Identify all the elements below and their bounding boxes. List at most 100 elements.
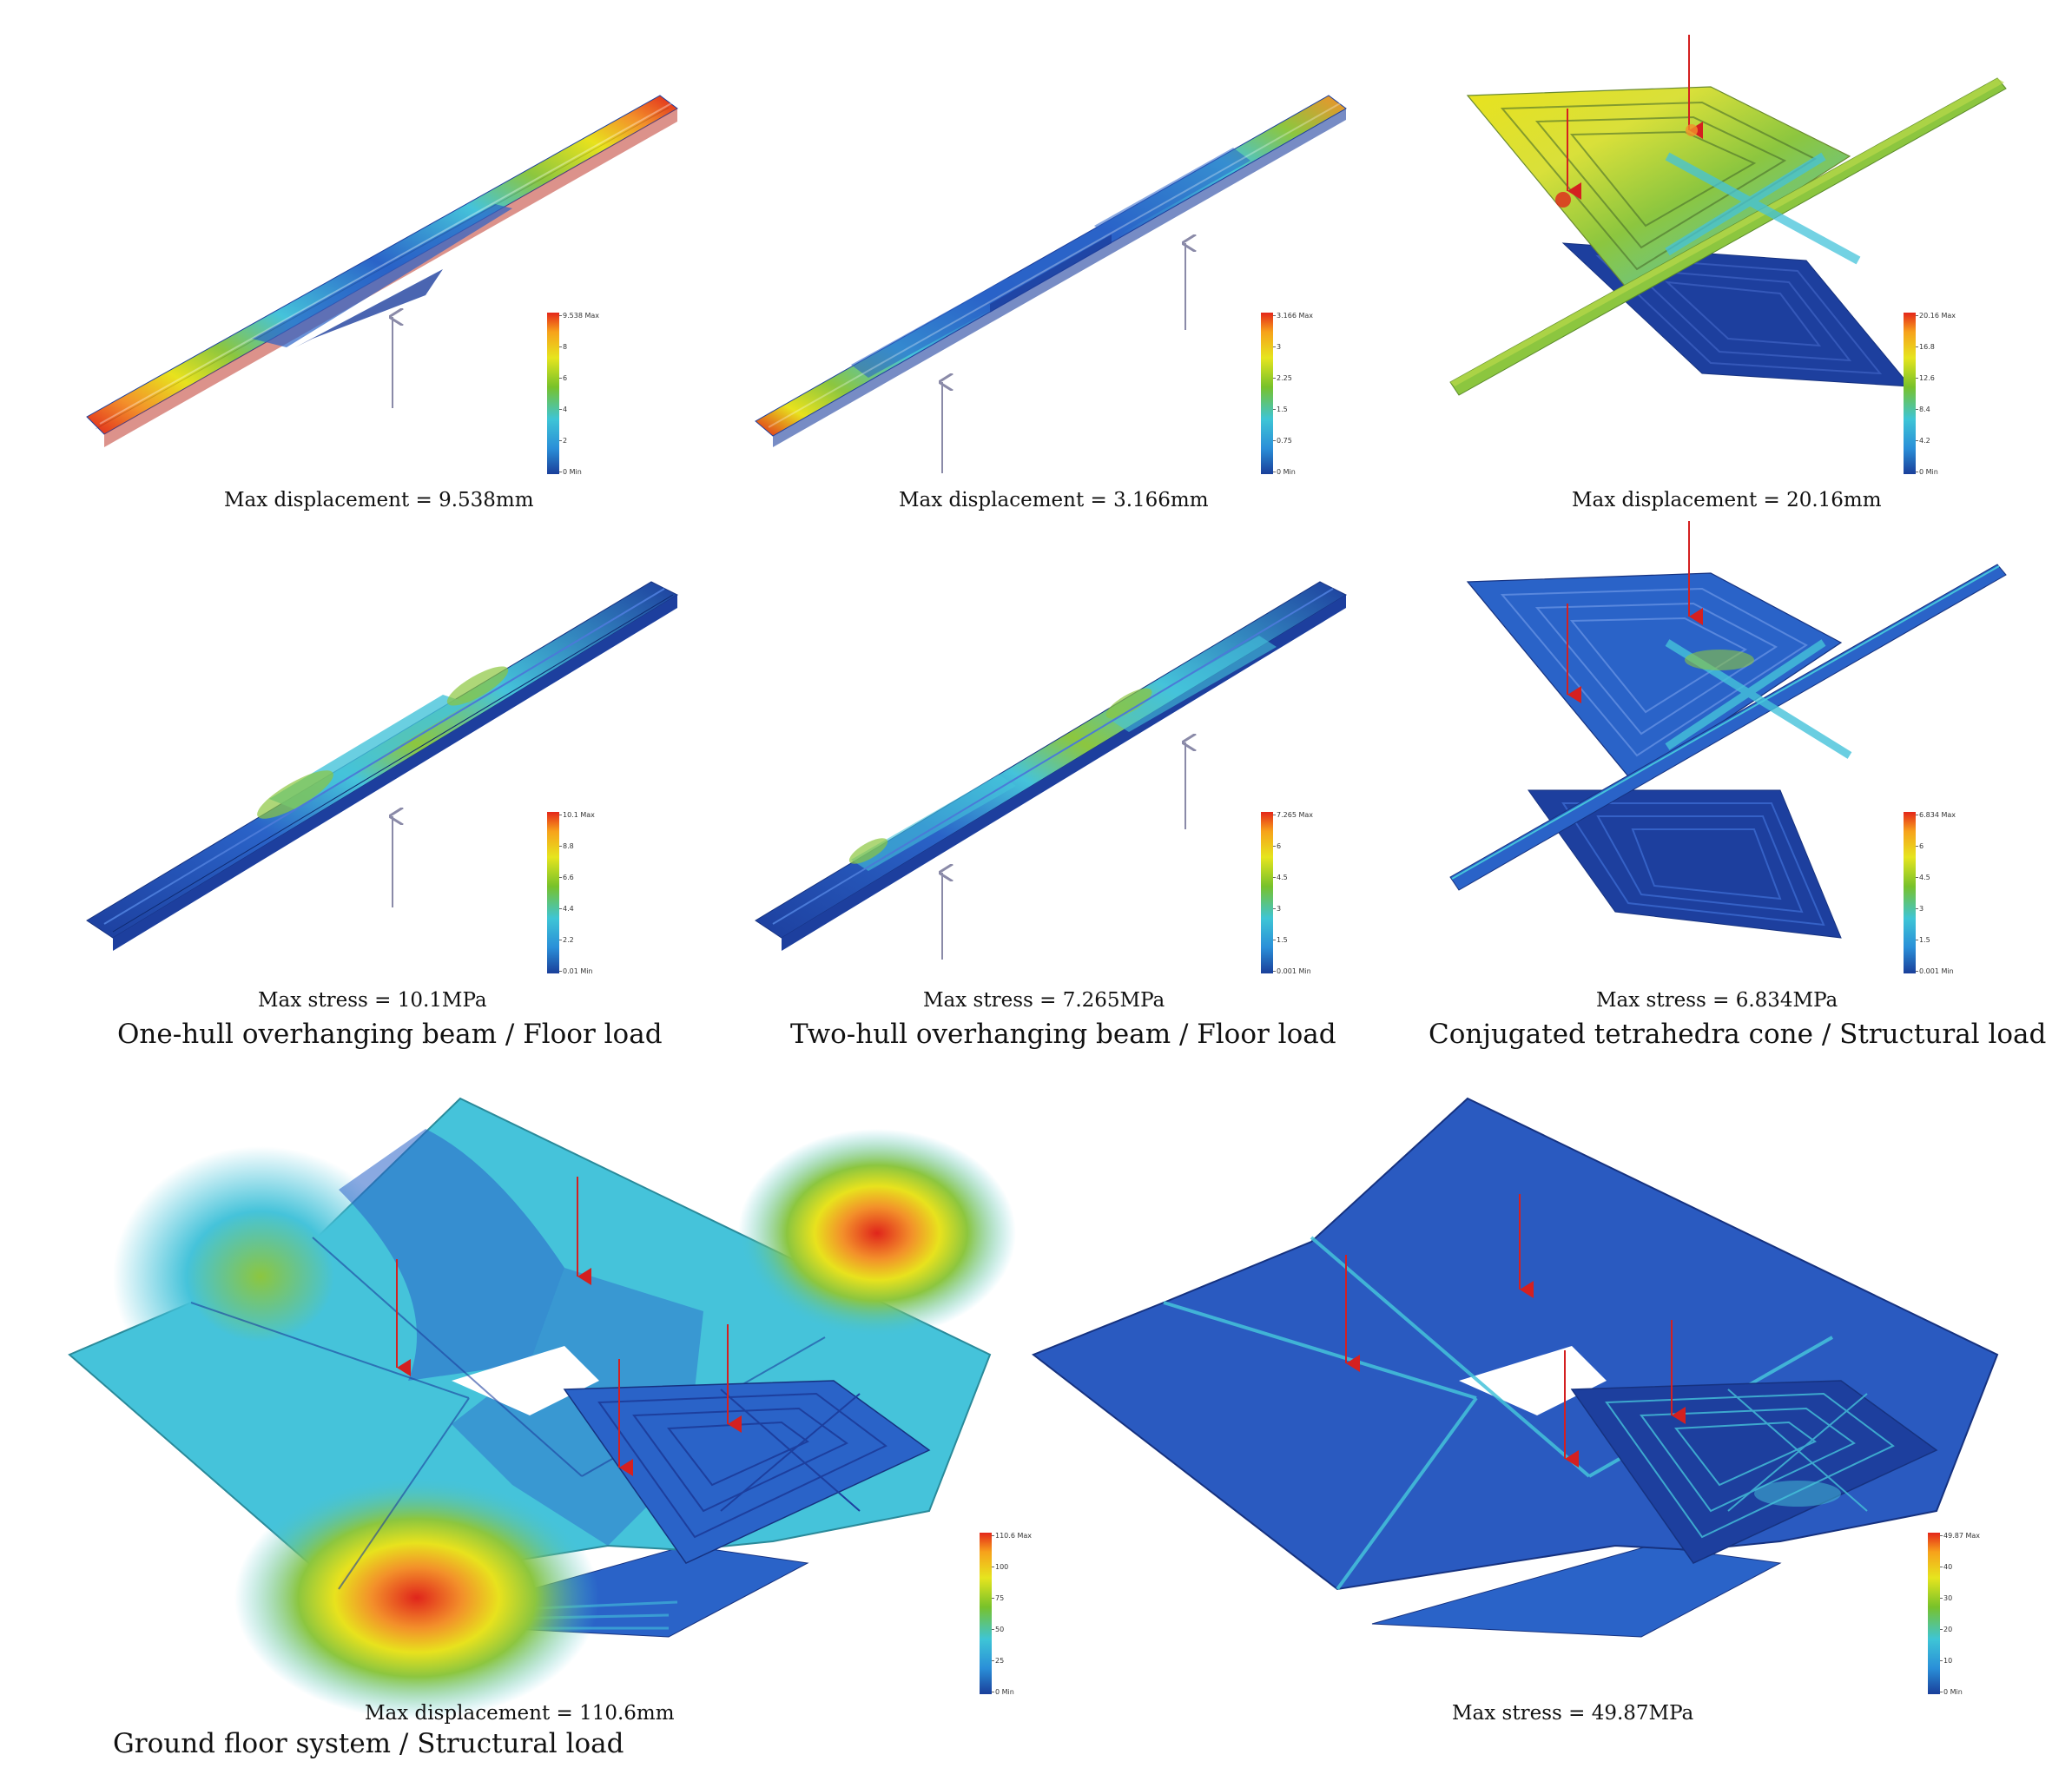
- legend-color-bar: [1261, 812, 1273, 973]
- legend-tick-label: 4: [563, 406, 568, 413]
- color-legend: 49.87 Max 40 30 20 10 0 Min: [1928, 1533, 2032, 1698]
- legend-tick-label: 0 Min: [1277, 468, 1296, 476]
- legend-tick-mark: [1940, 1660, 1943, 1661]
- legend-tick-mark: [1273, 971, 1276, 972]
- color-legend: 6.834 Max 6 4.5 3 1.5 0.001 Min: [1904, 812, 2008, 977]
- caption-two-hull-stress: Max stress = 7.265MPa: [923, 989, 1165, 1012]
- legend-tick-mark: [559, 315, 562, 316]
- legend-tick-label: 4.4: [563, 905, 574, 913]
- legend-color-bar: [1904, 313, 1916, 474]
- legend-tick-mark: [1940, 1535, 1943, 1536]
- legend-tick-label: 0.001 Min: [1277, 967, 1311, 975]
- legend-tick-label: 0 Min: [1919, 468, 1938, 476]
- color-legend: 10.1 Max 8.8 6.6 4.4 2.2 0.01 Min: [547, 812, 651, 977]
- legend-tick-mark: [1273, 315, 1276, 316]
- legend-tick-label: 6: [1919, 842, 1924, 850]
- legend-tick-mark: [559, 908, 562, 909]
- panel-two-hull-displacement: 3.166 Max 3 2.25 1.5 0.75 0 Min: [747, 78, 1355, 530]
- legend-tick-mark: [559, 877, 562, 878]
- legend-tick-label: 40: [1943, 1563, 1953, 1571]
- legend-tick-mark: [1916, 346, 1918, 347]
- legend-tick-label: 75: [995, 1594, 1005, 1602]
- panel-one-hull-stress: 10.1 Max 8.8 6.6 4.4 2.2 0.01 Min: [78, 573, 686, 990]
- legend-tick-mark: [1916, 846, 1918, 847]
- color-legend: 3.166 Max 3 2.25 1.5 0.75 0 Min: [1261, 313, 1365, 478]
- panel-ground-floor-displacement: 110.6 Max 100 75 50 25 0 Min: [68, 1094, 1033, 1719]
- color-legend: 9.538 Max 8 6 4 2 0 Min: [547, 313, 651, 478]
- cone-displacement-model: [1449, 35, 2007, 396]
- legend-tick-mark: [1916, 877, 1918, 878]
- legend-tick-label: 30: [1943, 1594, 1953, 1602]
- legend-tick-label: 20: [1943, 1626, 1953, 1633]
- legend-tick-label: 3.166 Max: [1277, 312, 1313, 320]
- legend-tick-mark: [992, 1660, 994, 1661]
- legend-tick-mark: [1916, 908, 1918, 909]
- legend-tick-label: 16.8: [1919, 343, 1935, 351]
- legend-tick-mark: [559, 378, 562, 379]
- legend-tick-mark: [559, 971, 562, 972]
- one-hull-beam-displacement-model: [86, 95, 678, 447]
- legend-tick-mark: [1273, 877, 1276, 878]
- legend-tick-label: 1.5: [1277, 406, 1288, 413]
- legend-tick-label: 7.265 Max: [1277, 811, 1313, 819]
- legend-tick-mark: [1916, 378, 1918, 379]
- legend-tick-mark: [992, 1535, 994, 1536]
- ground-floor-stress-model: [1032, 1097, 1999, 1638]
- legend-color-bar: [1904, 812, 1916, 973]
- legend-tick-mark: [1273, 846, 1276, 847]
- panel-ground-floor-stress: 49.87 Max 40 30 20 10 0 Min: [1032, 1094, 2032, 1702]
- legend-tick-mark: [992, 1598, 994, 1599]
- legend-tick-label: 6.6: [563, 874, 574, 881]
- legend-tick-label: 6: [1277, 842, 1282, 850]
- legend-tick-label: 0 Min: [1943, 1688, 1963, 1696]
- legend-tick-label: 50: [995, 1626, 1005, 1633]
- caption-ground-floor-displacement: Max displacement = 110.6mm: [365, 1702, 675, 1725]
- caption-one-hull-stress: Max stress = 10.1MPa: [258, 989, 487, 1012]
- legend-tick-label: 3: [1277, 343, 1282, 351]
- two-hull-beam-stress-model: [755, 581, 1348, 960]
- legend-tick-label: 6: [563, 374, 568, 382]
- legend-tick-label: 10.1 Max: [563, 811, 595, 819]
- legend-tick-label: 0.75: [1277, 437, 1292, 445]
- legend-tick-label: 2.25: [1277, 374, 1292, 382]
- legend-tick-label: 8.4: [1919, 406, 1930, 413]
- legend-tick-label: 0 Min: [563, 468, 582, 476]
- title-one-hull: One-hull overhanging beam / Floor load: [117, 1019, 663, 1050]
- legend-tick-mark: [1273, 409, 1276, 410]
- legend-tick-label: 6.834 Max: [1919, 811, 1956, 819]
- color-legend: 7.265 Max 6 4.5 3 1.5 0.001 Min: [1261, 812, 1365, 977]
- legend-color-bar: [547, 812, 559, 973]
- legend-tick-mark: [1916, 315, 1918, 316]
- legend-tick-label: 100: [995, 1563, 1009, 1571]
- legend-tick-mark: [1916, 971, 1918, 972]
- legend-tick-label: 9.538 Max: [563, 312, 599, 320]
- legend-tick-mark: [1916, 409, 1918, 410]
- caption-cone-stress: Max stress = 6.834MPa: [1596, 989, 1838, 1012]
- legend-tick-label: 10: [1943, 1657, 1953, 1665]
- caption-ground-floor-stress: Max stress = 49.87MPa: [1452, 1702, 1694, 1725]
- legend-tick-mark: [1273, 908, 1276, 909]
- legend-tick-mark: [559, 846, 562, 847]
- color-legend: 20.16 Max 16.8 12.6 8.4 4.2 0 Min: [1904, 313, 2008, 478]
- legend-tick-label: 12.6: [1919, 374, 1935, 382]
- legend-tick-label: 3: [1919, 905, 1924, 913]
- legend-tick-label: 0.001 Min: [1919, 967, 1954, 975]
- legend-tick-label: 3: [1277, 905, 1282, 913]
- two-hull-beam-displacement-model: [755, 95, 1347, 473]
- legend-color-bar: [1928, 1533, 1940, 1694]
- legend-tick-label: 20.16 Max: [1919, 312, 1956, 320]
- legend-tick-mark: [992, 1629, 994, 1630]
- legend-tick-mark: [1273, 440, 1276, 441]
- legend-tick-mark: [1940, 1629, 1943, 1630]
- legend-tick-label: 49.87 Max: [1943, 1532, 1980, 1540]
- legend-tick-label: 1.5: [1919, 936, 1930, 944]
- legend-tick-label: 4.5: [1919, 874, 1930, 881]
- caption-one-hull-displacement: Max displacement = 9.538mm: [224, 489, 534, 511]
- legend-tick-mark: [1273, 378, 1276, 379]
- legend-tick-mark: [559, 346, 562, 347]
- legend-tick-mark: [1916, 440, 1918, 441]
- panel-one-hull-displacement: 9.538 Max 8 6 4 2 0 Min: [78, 78, 686, 530]
- legend-color-bar: [547, 313, 559, 474]
- legend-tick-label: 8.8: [563, 842, 574, 850]
- legend-tick-label: 0 Min: [995, 1688, 1014, 1696]
